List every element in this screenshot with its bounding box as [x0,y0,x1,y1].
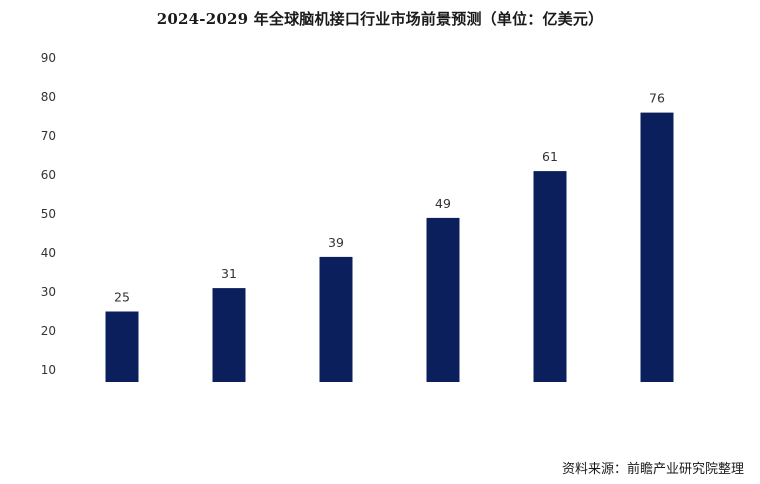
bar [426,217,460,382]
y-tick-label: 70 [41,129,56,143]
y-tick-label: 80 [41,90,56,104]
source-note: 资料来源：前瞻产业研究院整理 [561,462,744,477]
bar [533,171,567,382]
bar-value-label: 25 [114,290,130,305]
bar-value-label: 31 [221,266,237,281]
bar [319,256,353,382]
y-tick-label: 90 [41,51,56,65]
bar-series [105,112,674,382]
y-tick-label: 40 [41,246,56,260]
chart-title: 2024-2029 年全球脑机接口行业市场前景预测（单位：亿美元） [156,10,604,28]
y-tick-label: 60 [41,168,56,182]
bar-value-label: 76 [649,91,665,106]
y-axis: 10 20 30 40 50 60 70 80 90 [41,51,56,377]
bar-value-label: 39 [328,235,344,250]
y-tick-label: 10 [41,363,56,377]
bar [105,311,139,382]
bar-value-label: 61 [542,149,558,164]
y-tick-label: 50 [41,207,56,221]
bar-value-label: 49 [435,196,451,211]
bar [640,112,674,382]
y-tick-label: 20 [41,324,56,338]
bar [212,288,246,382]
y-tick-label: 30 [41,285,56,299]
data-labels: 25 31 39 49 61 76 [114,91,665,305]
